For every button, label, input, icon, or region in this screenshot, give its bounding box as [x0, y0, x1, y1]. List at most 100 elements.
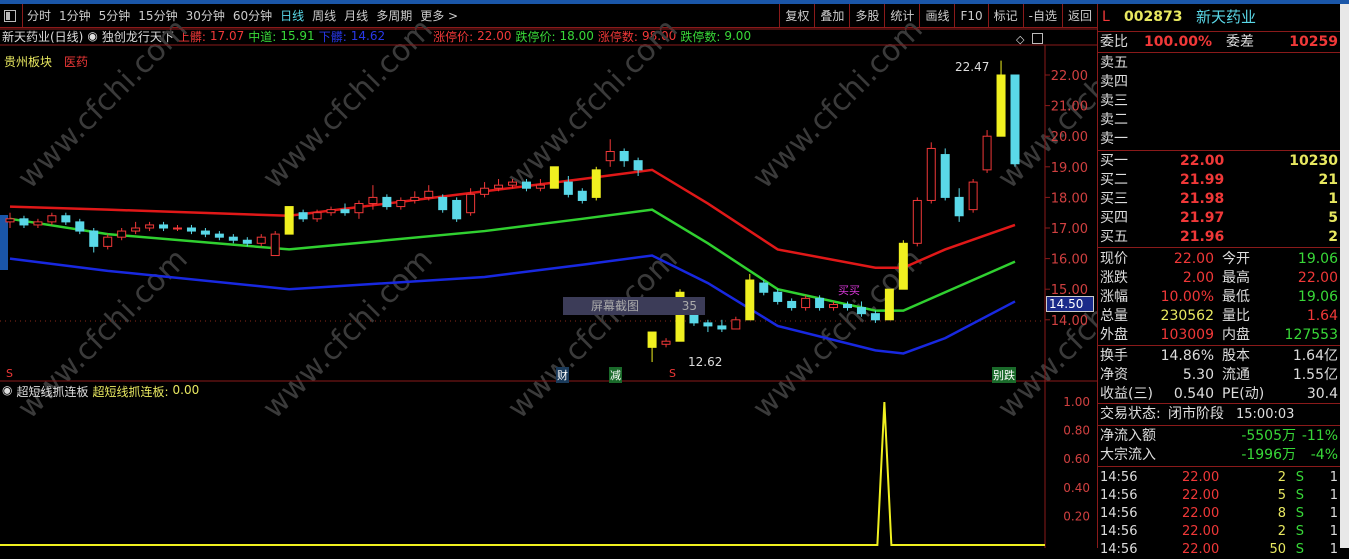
menu-item-0[interactable]: 分时 [27, 9, 52, 23]
tooltip-label: 屏幕截图 [591, 299, 640, 313]
toolbar-buttons: 复权 叠加 多股 统计 画线 F10 标记 -自选 返回 [779, 4, 1097, 28]
price-tick-label: 17.00 [1051, 222, 1088, 237]
quote-stat-cell: 外盘 [1100, 327, 1128, 343]
layout-toggle-icon[interactable] [1032, 33, 1043, 44]
candle-body [47, 215, 57, 223]
candle-body [745, 279, 755, 321]
toolbar-button-1[interactable]: 叠加 [814, 4, 849, 28]
candle-body [926, 147, 936, 201]
tick-row-cell: 2 [1277, 470, 1286, 485]
lower-indicator-dropdown-icon[interactable]: ◉ [2, 383, 13, 397]
toolbar-button-2[interactable]: 多股 [849, 4, 884, 28]
toolbar-button-5[interactable]: F10 [954, 4, 987, 28]
indicator-dropdown-icon[interactable]: ◉ [87, 29, 98, 43]
order-ratio-cell: 10259 [1289, 34, 1338, 50]
toolbar-button-0[interactable]: 复权 [779, 4, 814, 28]
stock-header-cell: 新天药业 [1196, 8, 1257, 26]
candle-body [829, 304, 839, 309]
candle-body [5, 218, 15, 223]
menu-item-9[interactable]: 多周期 [376, 9, 413, 23]
limit-up-count-label: 涨停数: [597, 29, 638, 44]
candle-body [103, 236, 113, 247]
limit-up-value: 22.00 [477, 29, 512, 43]
menu-item-5[interactable]: 60分钟 [232, 9, 273, 23]
indicator-tick-label: 0.80 [1063, 424, 1090, 438]
fundamental-stat-cell: 流通 [1222, 367, 1250, 383]
kline-chart[interactable]: www.cfchi.com www.cfchi.com www.cfchi.com w… [0, 0, 1097, 548]
candle-body [186, 227, 196, 232]
lower-label: 下髒: [318, 29, 347, 44]
chart-title: 新天药业(日线) [2, 29, 84, 44]
candle-body [466, 193, 476, 214]
menu-item-1[interactable]: 1分钟 [59, 9, 91, 23]
menu-item-10[interactable]: 更多 > [420, 9, 459, 23]
indicator-name[interactable]: 独创龙行天下 [101, 29, 174, 44]
bid-level-cell: 22.00 [1180, 153, 1225, 169]
tick-row-cell: 1 [1329, 506, 1338, 521]
fundamental-stat-cell: 30.4 [1306, 386, 1338, 402]
bid-level-cell: 21.99 [1180, 172, 1225, 188]
candle-body [508, 181, 517, 186]
candle-body [368, 196, 378, 205]
candle-body [312, 212, 322, 220]
quote-stat: 现价 22.00 今开 19.06 [1100, 250, 1338, 269]
watermark: www.cfchi.com [11, 12, 195, 196]
candle-body [577, 190, 587, 201]
bid-level-cell: 5 [1328, 210, 1338, 226]
diamond-icon[interactable]: ◇ [1016, 33, 1025, 46]
toolbar-button-6[interactable]: 标记 [987, 4, 1023, 28]
candle-body [675, 291, 685, 342]
side-toolbar[interactable] [1340, 4, 1349, 548]
lower-indicator-name[interactable]: 超短线抓连板 [16, 385, 89, 399]
candle-body [326, 209, 336, 214]
candle-body [200, 230, 210, 235]
bid-level: 买四 21.97 5 [1100, 209, 1338, 228]
limit-up-count: 98.00 [641, 29, 677, 43]
price-tick-label: 19.00 [1051, 161, 1088, 176]
menu-item-6[interactable]: 日线 [280, 9, 305, 23]
left-expand-handle [0, 215, 8, 270]
panel-toggle-icon[interactable] [4, 9, 16, 22]
divider [1098, 425, 1340, 426]
price-tick-label: 15.00 [1051, 283, 1088, 298]
bid-level: 买二 21.99 21 [1100, 171, 1338, 190]
limit-down-value: 18.00 [559, 29, 594, 43]
menu-item-7[interactable]: 周线 [312, 9, 337, 23]
menu-item-3[interactable]: 15分钟 [138, 9, 178, 23]
toolbar-button-3[interactable]: 统计 [884, 4, 919, 28]
toolbar-button-4[interactable]: 画线 [919, 4, 954, 28]
lower-value: 14.62 [350, 29, 386, 43]
sector-industry[interactable]: 医药 [64, 55, 89, 69]
marker-no-drop[interactable]: 别跌 [992, 367, 1016, 383]
candle-body [410, 196, 420, 201]
watermark: www.cfchi.com [256, 12, 440, 196]
tick-row: 14:56 22.00 50 S 1 [1100, 540, 1338, 559]
candle-body [424, 190, 434, 198]
mid-value: 15.91 [280, 29, 315, 43]
marker-reduce[interactable]: 减 [609, 367, 622, 383]
candle-body [801, 297, 811, 309]
quote-stat-cell: 今开 [1222, 251, 1250, 267]
candle-body [982, 135, 992, 171]
fundamental-stat-cell: 1.64亿 [1292, 348, 1338, 364]
candle-body [270, 233, 280, 257]
toolbar-button-8[interactable]: 返回 [1061, 4, 1097, 28]
toolbar-button-7[interactable]: -自选 [1022, 4, 1062, 28]
menu-item-2[interactable]: 5分钟 [98, 9, 131, 23]
tick-row-cell: 14:56 [1100, 542, 1138, 557]
tick-row-cell: 14:56 [1100, 470, 1138, 485]
bid-level-cell: 买二 [1100, 172, 1128, 188]
candle-body [242, 239, 252, 244]
menu-item-8[interactable]: 月线 [344, 9, 369, 23]
mid-label: 中道: [248, 29, 277, 44]
candle-body [89, 230, 99, 247]
price-tick-label: 16.00 [1051, 253, 1088, 268]
marker-finance[interactable]: 财 [556, 367, 569, 383]
low-annotation: 12.62 [688, 355, 723, 369]
divider [1098, 345, 1340, 346]
candle-body [940, 154, 950, 198]
menu-item-4[interactable]: 30分钟 [185, 9, 225, 23]
band-mid [9, 208, 1016, 312]
sector-board[interactable]: 贵州板块 [4, 55, 53, 69]
candle-body [452, 199, 462, 220]
